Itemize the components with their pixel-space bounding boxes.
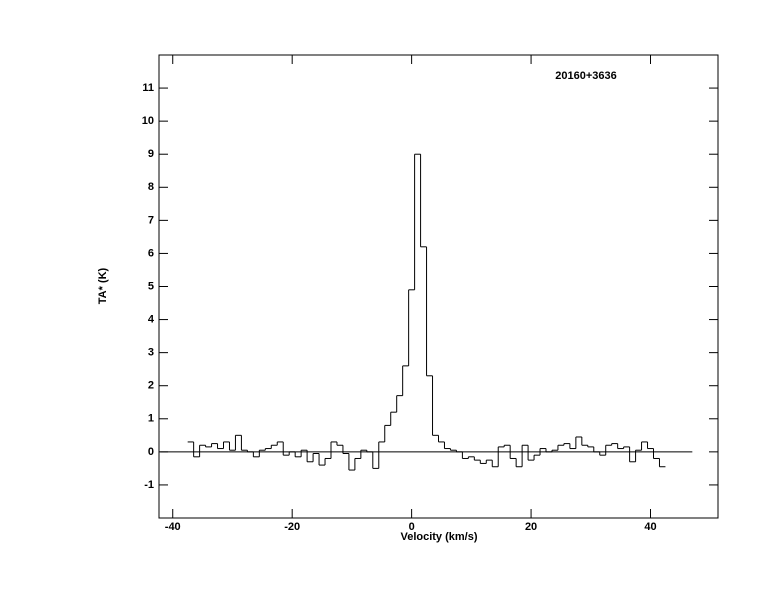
y-tick-label: 2 xyxy=(148,380,154,392)
y-tick-label: 11 xyxy=(142,82,154,94)
y-tick-label: 3 xyxy=(148,347,154,359)
y-tick-label: 1 xyxy=(148,413,154,425)
x-axis-label: Velocity (km/s) xyxy=(400,531,477,543)
x-tick-label: 0 xyxy=(409,521,415,533)
annotation: 20160+3636 xyxy=(555,70,616,82)
plot-frame xyxy=(158,54,719,519)
y-tick-label: 8 xyxy=(148,181,154,193)
x-tick-label: -20 xyxy=(284,521,300,533)
x-tick-label: 20 xyxy=(525,521,537,533)
y-tick-label: -1 xyxy=(144,479,154,491)
x-tick-label: 40 xyxy=(644,521,656,533)
y-tick-label: 4 xyxy=(148,313,155,325)
y-tick-label: 0 xyxy=(148,446,154,458)
y-tick-label: 5 xyxy=(148,280,154,292)
y-tick-label: 10 xyxy=(142,115,154,127)
y-axis-label: TA* (K) xyxy=(97,267,109,304)
y-tick-label: 7 xyxy=(148,214,154,226)
y-tick-label: 6 xyxy=(148,247,154,259)
x-tick-label: -40 xyxy=(165,521,181,533)
y-tick-label: 9 xyxy=(148,148,154,160)
